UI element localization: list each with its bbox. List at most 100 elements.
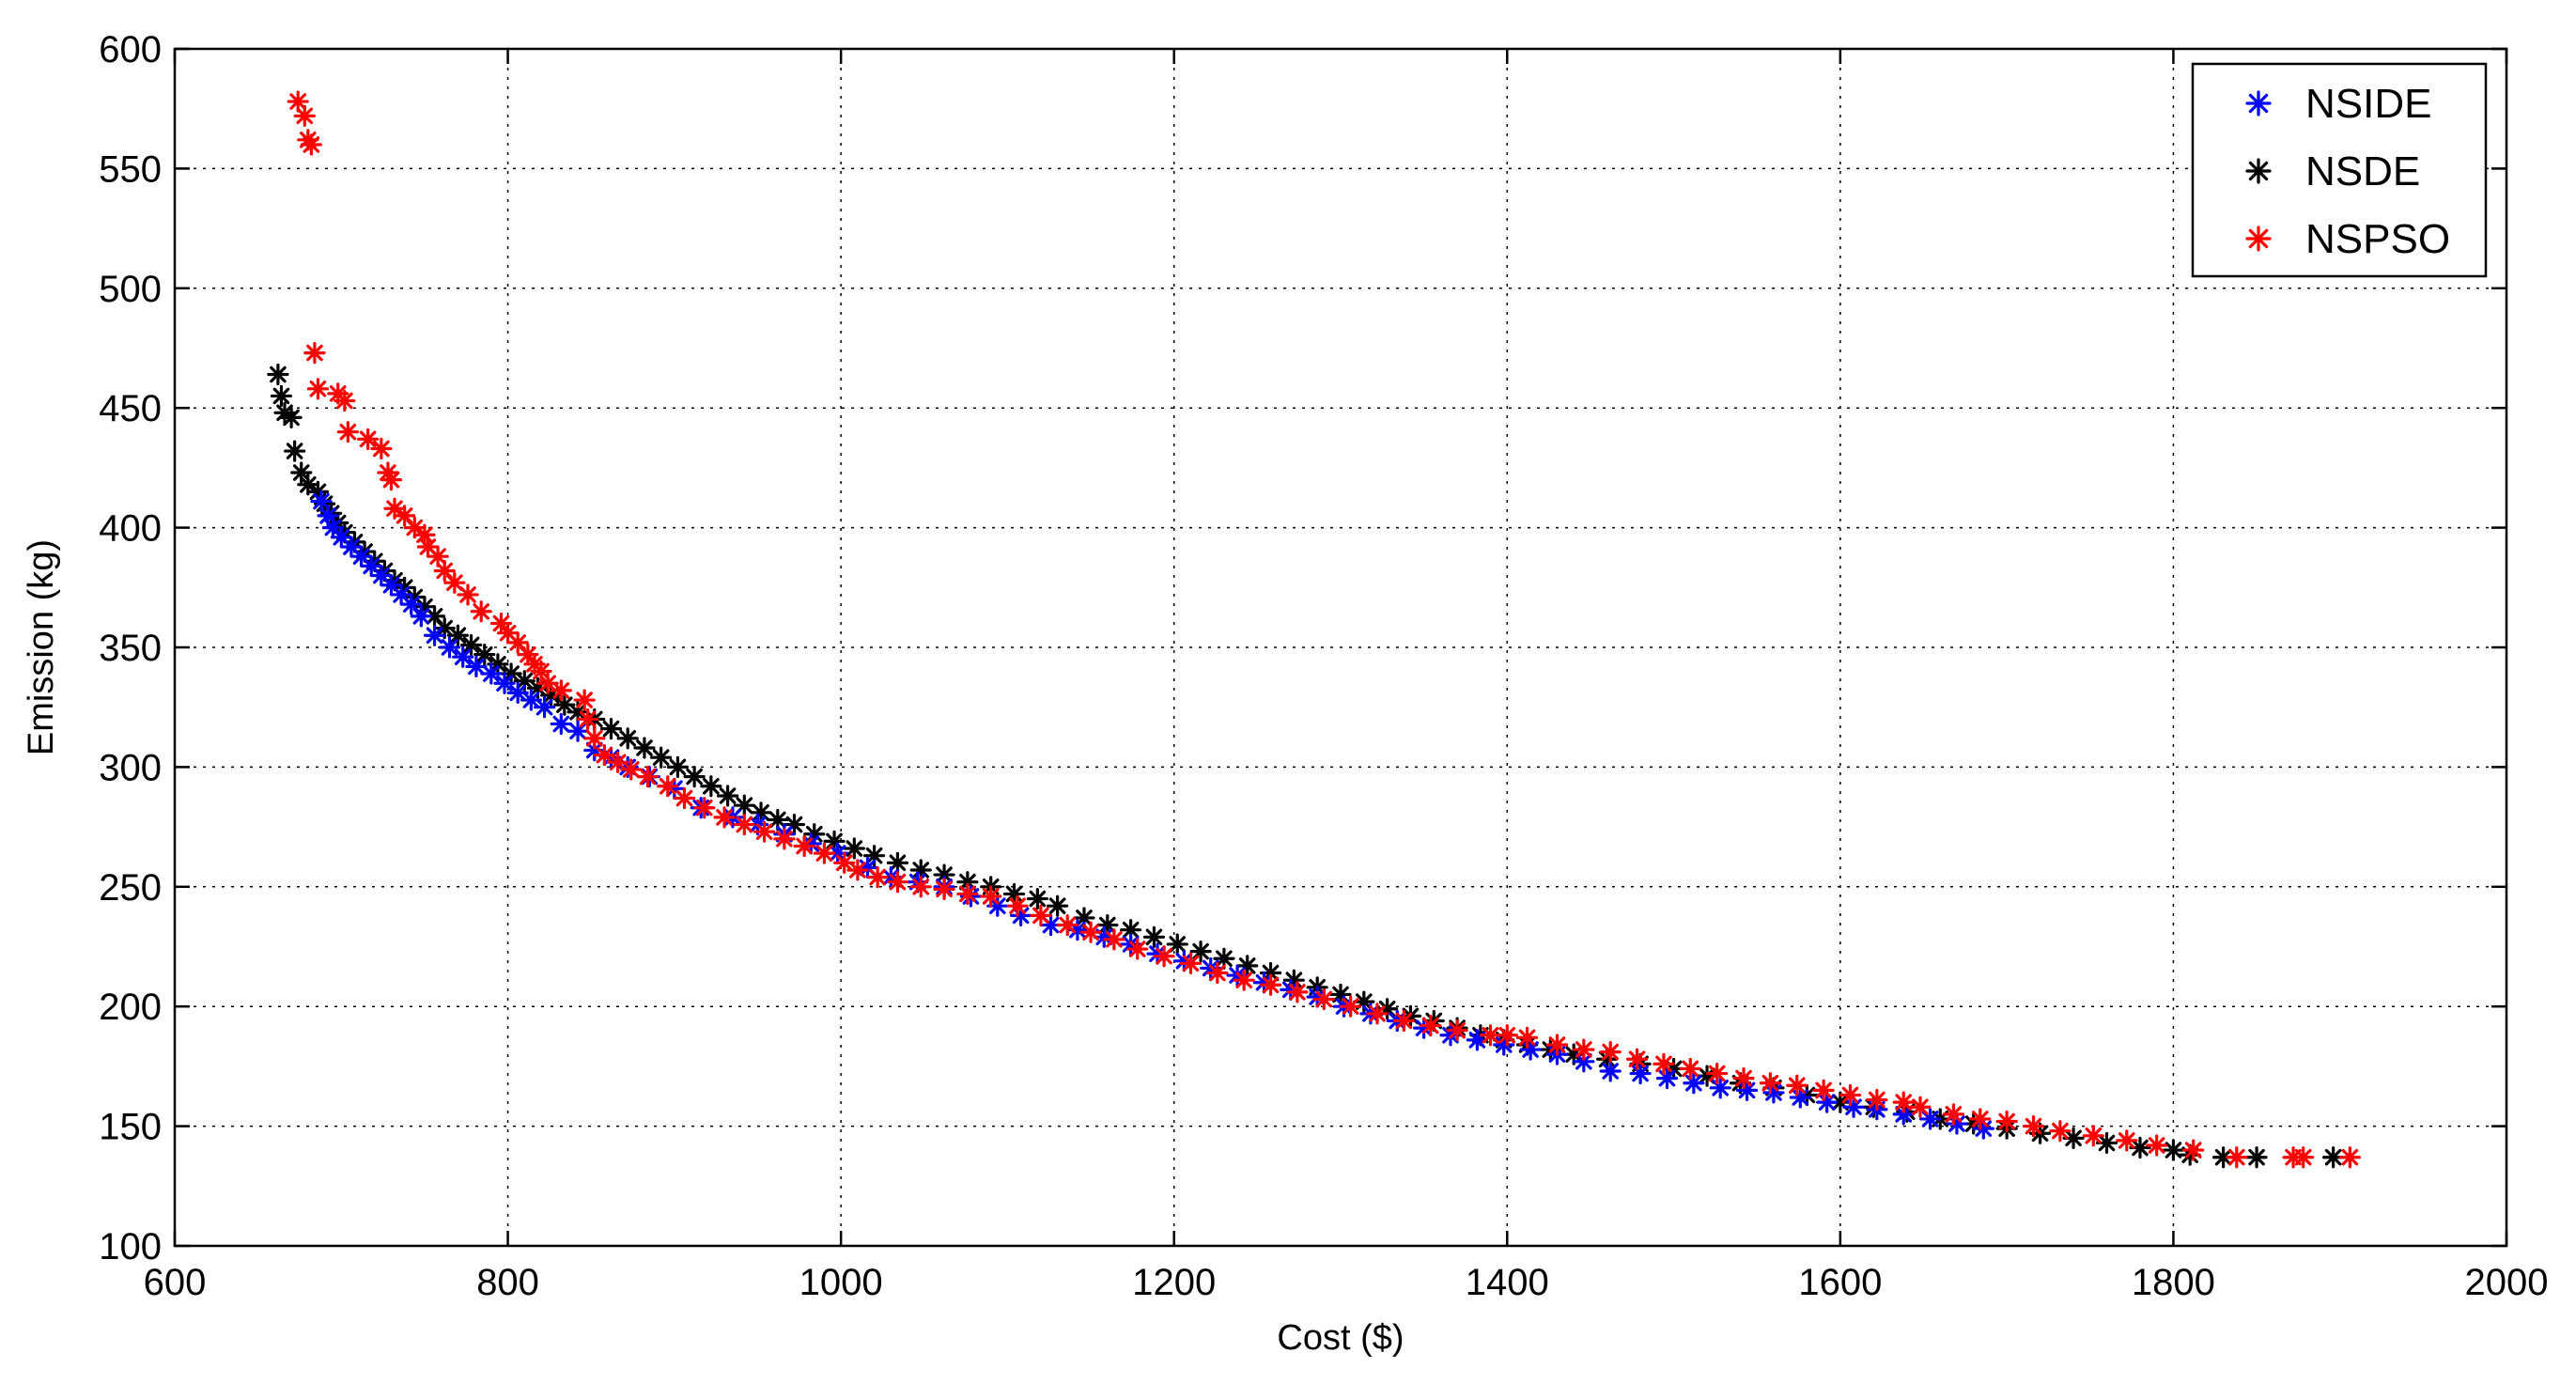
- nspso-point: [2146, 1134, 2168, 1157]
- x-axis-label: Cost ($): [1277, 1318, 1404, 1358]
- nsde-point: [2245, 1146, 2268, 1169]
- nsde-point: [599, 718, 623, 740]
- nspso-point: [457, 583, 479, 606]
- x-tick-label: 1400: [1466, 1262, 1549, 1303]
- nsde-point: [446, 624, 469, 646]
- nspso-point: [673, 786, 696, 810]
- nsde-point: [650, 746, 673, 769]
- nsde-point: [459, 633, 483, 657]
- legend-marker-nside: [2245, 90, 2272, 117]
- nside-point: [480, 662, 503, 685]
- x-tick-label: 1200: [1132, 1262, 1216, 1303]
- nspso-point: [933, 878, 955, 900]
- nspso-point: [1179, 952, 1203, 974]
- nside-point: [465, 655, 488, 677]
- nside-point: [410, 605, 432, 628]
- nside-point: [1709, 1077, 1731, 1099]
- nsde-point: [1026, 887, 1048, 910]
- axis-ticks: [173, 47, 2508, 1248]
- nspso-point: [306, 378, 330, 400]
- nspso-point: [1126, 938, 1149, 960]
- nsde-point: [270, 384, 293, 408]
- nspso-point: [980, 885, 1002, 908]
- y-tick-label: 100: [99, 1226, 162, 1267]
- nsde-point: [666, 755, 690, 779]
- nspso-point: [1030, 904, 1052, 926]
- nsde-point: [267, 363, 289, 386]
- nspso-point: [2022, 1114, 2045, 1138]
- nspso-point: [593, 744, 615, 767]
- y-tick-label: 150: [99, 1107, 162, 1148]
- nside-point: [1573, 1050, 1595, 1073]
- tick-labels: 600 800 1000 1200 1400 1600 1800 2000 100 150 200 2…: [99, 29, 2548, 1303]
- nspso-point: [1312, 987, 1335, 1011]
- nspso-point: [1866, 1088, 1888, 1112]
- legend-marker-nsde: [2245, 158, 2272, 184]
- nspso-point: [1340, 995, 1362, 1018]
- legend-label-nspso: NSPSO: [2305, 216, 2450, 262]
- nspso-point: [293, 104, 316, 127]
- nspso-point: [1366, 1003, 1389, 1025]
- nside-point: [438, 636, 461, 659]
- nsde-point: [633, 737, 656, 759]
- x-tick-label: 800: [476, 1262, 539, 1303]
- nspso-point: [1812, 1079, 1835, 1101]
- nspso-point: [1206, 961, 1229, 985]
- y-tick-label: 500: [99, 269, 162, 310]
- nspso-point: [1446, 1019, 1468, 1042]
- nspso-point: [733, 813, 755, 836]
- nspso-point: [287, 90, 309, 113]
- nspso-point: [1496, 1024, 1518, 1047]
- nspso-point: [2226, 1146, 2248, 1169]
- x-tick-label: 1800: [2132, 1262, 2215, 1303]
- nspso-point: [1706, 1062, 1729, 1085]
- nsde-point: [1166, 933, 1188, 956]
- nspso-point: [1420, 1014, 1442, 1037]
- nspso-point: [1259, 973, 1282, 996]
- nside-point: [533, 696, 556, 719]
- nspso-point: [300, 133, 322, 156]
- nsde-point: [2129, 1136, 2151, 1159]
- nspso-point: [1786, 1074, 1808, 1096]
- nsde-point: [843, 837, 865, 860]
- nspso-point: [1079, 921, 1102, 943]
- nspso-point: [1056, 913, 1079, 937]
- nspso-point: [773, 828, 796, 850]
- x-tick-label: 1600: [1798, 1262, 1882, 1303]
- nsde-point: [1120, 919, 1142, 941]
- nspso-point: [470, 600, 492, 623]
- y-tick-label: 550: [99, 148, 162, 190]
- nsde-point: [284, 440, 306, 462]
- nspso-point: [1103, 928, 1125, 951]
- nspso-point: [1653, 1052, 1675, 1075]
- nside-point: [1629, 1062, 1652, 1085]
- nside-point: [423, 624, 446, 646]
- nspso-point: [334, 389, 356, 412]
- nspso-point: [1515, 1026, 1539, 1049]
- nspso-point: [443, 571, 466, 594]
- legend-label-nside: NSIDE: [2305, 81, 2431, 127]
- y-tick-label: 600: [99, 29, 162, 70]
- nspso-point: [1006, 894, 1029, 917]
- nspso-point: [1839, 1083, 1862, 1107]
- nspso-point: [793, 834, 815, 858]
- y-tick-label: 350: [99, 628, 162, 669]
- nspso-point: [1759, 1072, 1781, 1095]
- nsde-point: [2162, 1139, 2185, 1161]
- nspso-point: [1233, 969, 1255, 991]
- nside-point: [452, 645, 474, 668]
- nspso-point: [1153, 945, 1175, 968]
- nspso-point: [1286, 981, 1309, 1003]
- nspso-point: [2116, 1129, 2138, 1152]
- nsde-point: [280, 406, 303, 428]
- nspso-point: [1969, 1108, 1992, 1130]
- nspso-point: [956, 882, 979, 906]
- nsde-point: [616, 727, 639, 750]
- legend-box: [2191, 62, 2488, 278]
- nspso-point: [1599, 1041, 1622, 1064]
- nspso-point: [573, 689, 596, 711]
- nspso-point: [846, 859, 869, 881]
- nspso-point: [866, 866, 889, 889]
- nside-point: [550, 712, 572, 736]
